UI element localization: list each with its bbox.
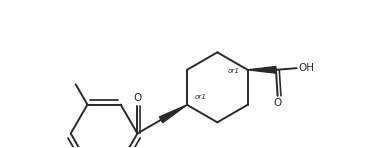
Polygon shape	[248, 66, 276, 73]
Text: or1: or1	[227, 69, 240, 74]
Text: O: O	[133, 94, 142, 103]
Text: or1: or1	[195, 94, 207, 100]
Polygon shape	[159, 105, 187, 123]
Text: OH: OH	[298, 63, 314, 73]
Text: O: O	[273, 98, 282, 108]
